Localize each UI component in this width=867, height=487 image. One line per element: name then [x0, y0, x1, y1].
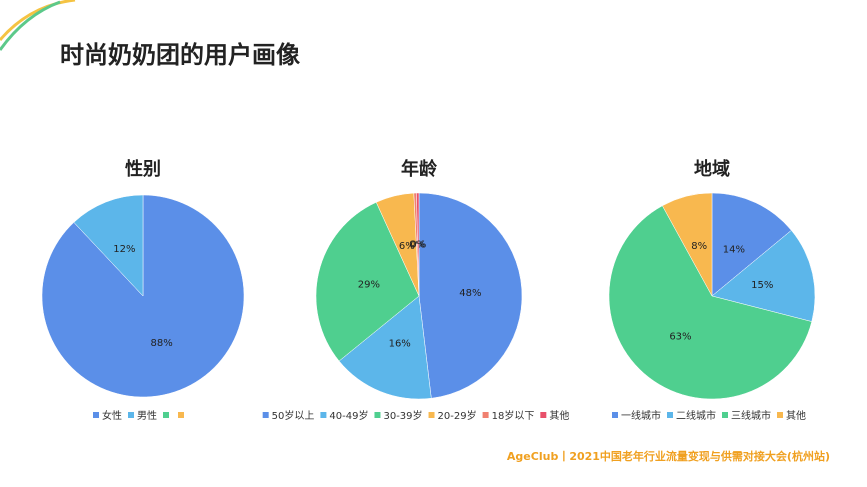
pie-slice — [338, 295, 432, 400]
legend-label: 一线城市 — [621, 409, 661, 422]
legend-label: 其他 — [549, 409, 569, 422]
pie-slice — [711, 229, 816, 322]
data-label: 0% — [409, 240, 425, 251]
legend-swatch — [320, 412, 327, 418]
legend-label: 男性 — [137, 409, 157, 422]
legend-swatch — [482, 412, 489, 418]
legend-label: 其他 — [786, 409, 806, 422]
pie-slice — [608, 205, 813, 400]
chart-title: 性别 — [125, 158, 161, 180]
legend-swatch — [777, 412, 783, 418]
legend-label: 30-39岁 — [383, 409, 422, 422]
legend-swatch — [128, 412, 134, 418]
page-title: 时尚奶奶团的用户画像 — [60, 41, 301, 69]
pie-slice — [662, 192, 713, 297]
legend-label: 50岁以上 — [272, 409, 315, 422]
data-label: 15% — [751, 280, 773, 291]
legend-label: 二线城市 — [676, 409, 716, 422]
legend-label: 三线城市 — [731, 409, 771, 422]
data-label: 14% — [723, 244, 745, 255]
pie-slice — [416, 192, 420, 297]
legend-label: 18岁以下 — [492, 409, 535, 422]
legend-swatch — [93, 412, 99, 418]
data-label: 16% — [389, 339, 411, 350]
data-label: 88% — [150, 338, 172, 349]
chart-title: 年龄 — [401, 158, 438, 180]
decor-arc — [0, 0, 61, 51]
chart-title: 地域 — [694, 158, 730, 180]
legend-swatch — [612, 412, 618, 418]
legend-swatch — [178, 412, 184, 418]
pie-slice — [315, 201, 420, 362]
legend-label: 40-49岁 — [329, 409, 368, 422]
data-label: 12% — [113, 244, 135, 255]
legend-label: 女性 — [102, 409, 122, 422]
pie-slice — [418, 192, 523, 399]
data-label: 0% — [410, 240, 426, 251]
data-label: 6% — [399, 241, 415, 252]
data-label: 8% — [691, 241, 707, 252]
legend-label: 20-29岁 — [438, 409, 477, 422]
decor-arc — [0, 0, 76, 41]
legend-swatch — [540, 412, 547, 418]
footer: AgeClub丨2021中国老年行业流量变现与供需对接大会(杭州站) — [507, 449, 830, 463]
legend-swatch — [722, 412, 728, 418]
pie-slice — [73, 194, 144, 297]
data-label: 63% — [669, 332, 691, 343]
data-label: 29% — [358, 279, 380, 290]
legend-swatch — [428, 412, 435, 418]
legend-swatch — [667, 412, 673, 418]
pie-slice — [711, 192, 792, 297]
legend-swatch — [163, 412, 169, 418]
data-label: 48% — [459, 288, 481, 299]
legend-swatch — [262, 412, 269, 418]
legend-swatch — [374, 412, 381, 418]
